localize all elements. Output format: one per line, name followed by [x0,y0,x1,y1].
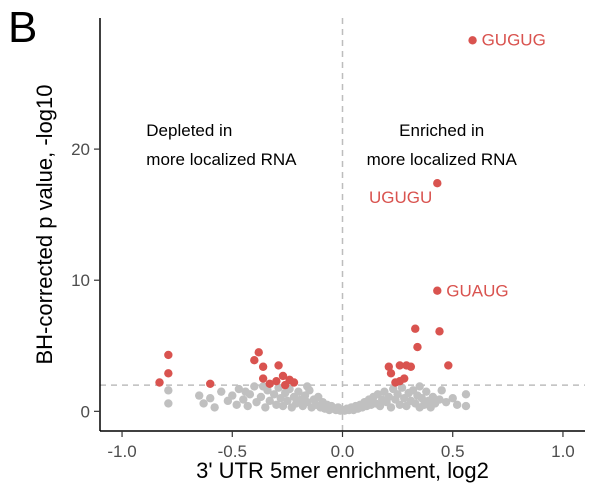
data-point-significant [433,286,442,295]
data-point-not-significant [428,392,438,402]
data-point-significant [274,361,283,370]
data-point-not-significant [417,394,427,403]
data-point-significant [272,376,281,386]
data-point-significant [406,362,416,371]
x-tick-label: -0.5 [218,442,247,461]
data-point-significant [155,378,164,387]
data-point-not-significant [232,400,241,409]
data-point-not-significant [283,396,292,406]
data-point-not-significant [228,391,237,400]
data-point-not-significant [386,403,396,412]
data-point-significant [391,378,400,387]
data-point-significant [395,361,405,370]
data-point-not-significant [274,383,283,392]
data-point-not-significant [397,383,407,392]
y-tick-label: 10 [71,271,90,290]
data-point-not-significant [461,401,471,411]
data-point-not-significant [210,403,219,412]
y-axis-ticks: 0 10 20 [71,140,100,421]
data-point-not-significant [272,400,281,409]
data-point-significant [258,374,268,383]
data-point-not-significant [422,387,431,396]
x-tick-label: -1.0 [107,442,136,461]
data-point-not-significant [250,382,259,391]
data-point-significant [386,369,396,378]
data-point-not-significant [234,384,244,394]
data-point-not-significant [294,387,303,396]
point-labels: GUGUG UGUGU GUAUG [369,30,546,300]
data-point-not-significant [384,392,393,402]
x-tick-label: 1.0 [551,442,575,461]
data-point-significant [433,179,442,188]
data-point-significant [289,378,299,387]
data-point-not-significant [415,382,424,391]
data-point-significant [413,342,422,352]
not-significant-points [164,382,471,415]
y-tick-label: 20 [71,140,90,159]
x-axis-ticks: -1.0 -0.5 0.0 0.5 1.0 [107,431,575,461]
point-label: GUAUG [446,282,508,301]
data-point-significant [254,348,263,357]
data-point-not-significant [256,392,266,402]
data-point-significant [435,327,444,336]
data-point-significant [258,362,268,371]
data-point-significant [384,362,393,371]
x-tick-label: 0.5 [441,442,465,461]
data-point-not-significant [441,397,451,407]
data-point-not-significant [452,400,462,409]
point-label: GUGUG [482,30,546,49]
data-point-significant [250,356,259,365]
data-point-not-significant [303,382,312,391]
data-point-significant [444,361,453,370]
annotation-text: more localized RNA [367,150,518,169]
annotation-text: Depleted in [146,121,232,140]
data-point-not-significant [375,401,385,411]
data-point-not-significant [395,400,405,409]
data-point-not-significant [239,395,248,404]
data-point-not-significant [435,395,444,404]
panel-letter: B [8,3,37,52]
data-point-not-significant [261,403,270,412]
x-axis-title: 3' UTR 5mer enrichment, log2 [196,458,489,483]
data-point-significant [265,379,274,388]
data-point-not-significant [195,391,204,400]
data-point-significant [468,36,477,45]
data-point-significant [278,371,288,381]
data-point-significant [164,369,173,378]
data-point-not-significant [393,390,402,399]
annotation-text: more localized RNA [146,150,297,169]
annotation-text: Enriched in [399,121,484,140]
data-point-not-significant [461,390,471,399]
data-point-not-significant [199,399,208,408]
y-tick-label: 0 [81,402,90,421]
data-point-significant [411,324,420,333]
point-label: UGUGU [369,188,432,207]
data-point-not-significant [258,382,268,391]
x-tick-label: 0.0 [331,442,355,461]
data-point-not-significant [164,399,173,408]
data-point-not-significant [265,396,274,406]
data-point-not-significant [243,401,252,411]
data-point-not-significant [217,387,226,396]
annotations: Depleted in more localized RNA Enriched in… [146,121,517,169]
data-point-not-significant [206,394,215,403]
data-point-significant [280,380,290,390]
data-point-significant [164,350,173,360]
data-point-not-significant [448,394,457,403]
significant-points [155,36,477,390]
data-point-not-significant [164,386,173,395]
data-point-not-significant [437,386,446,395]
y-axis-title: BH-corrected p value, -log10 [32,84,57,364]
data-point-not-significant [241,387,250,396]
data-point-not-significant [269,390,279,399]
data-point-significant [206,379,215,388]
